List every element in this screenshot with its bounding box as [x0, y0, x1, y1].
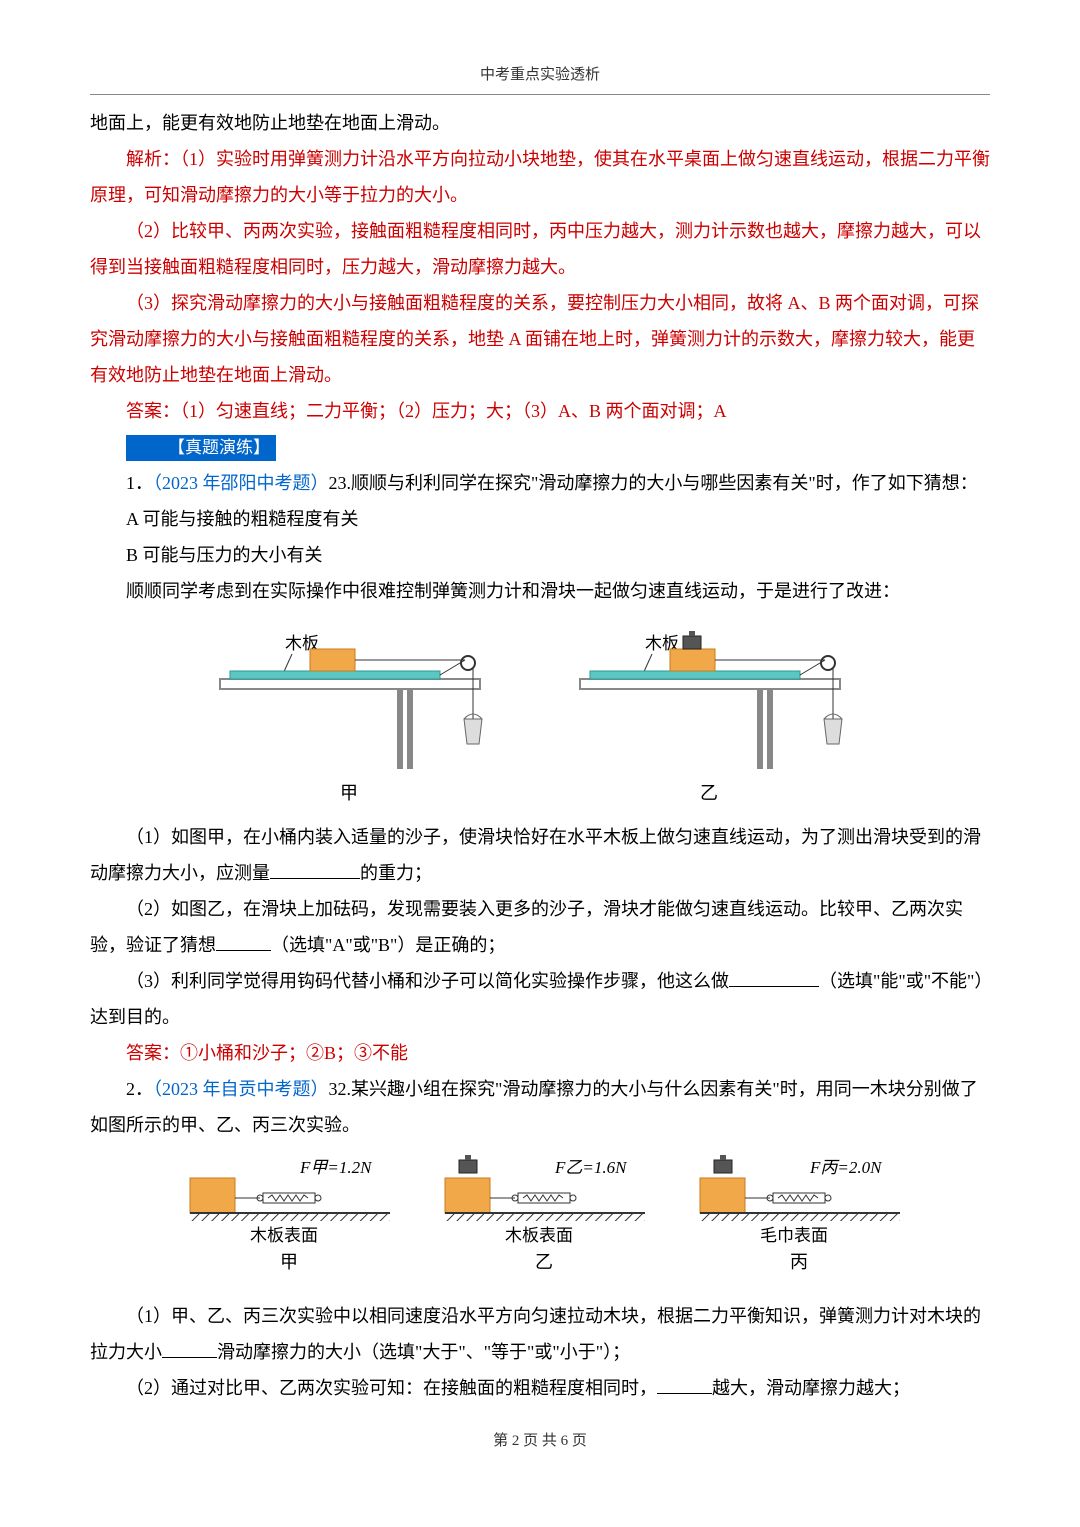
fig2-c1: 甲: [280, 1252, 298, 1272]
q1-3a: （3）利利同学觉得用钩码代替小桶和沙子可以简化实验操作步骤，他这么做: [126, 971, 729, 991]
q1-1a: （1）如图甲，在小桶内装入适量的沙子，使滑块恰好在水平木板上做匀速直线运动，为了…: [90, 827, 981, 883]
footer-text: 第 2 页 共 6 页: [493, 1433, 587, 1449]
figure-2: F甲=1.2N 木板表面 甲 F乙=1.6N 木板表面 乙 F丙=2.0N 毛巾…: [90, 1153, 990, 1288]
q1-head: 1．（2023 年邵阳中考题）23.顺顺与利利同学在探究"滑动摩擦力的大小与哪些…: [90, 465, 990, 501]
q2-2a: （2）通过对比甲、乙两次实验可知：在接触面的粗糙程度相同时，: [126, 1378, 657, 1398]
q1-sub1: （1）如图甲，在小桶内装入适量的沙子，使滑块恰好在水平木板上做匀速直线运动，为了…: [90, 819, 990, 891]
q1-body: 23.顺顺与利利同学在探究"滑动摩擦力的大小与哪些因素有关"时，作了如下猜想：: [329, 473, 978, 493]
fig2-svg: F甲=1.2N 木板表面 甲 F乙=1.6N 木板表面 乙 F丙=2.0N 毛巾…: [160, 1153, 920, 1288]
q2-1b: 滑动摩擦力的大小（选填"大于"、"等于"或"小于"）；: [217, 1342, 630, 1362]
page-header: 中考重点实验透析: [90, 60, 990, 95]
q1-ans: ①小桶和沙子；②B；③不能: [180, 1043, 408, 1063]
q1-sub3: （3）利利同学觉得用钩码代替小桶和沙子可以简化实验操作步骤，他这么做（选填"能"…: [90, 963, 990, 1035]
figure-1: 木板 甲 木板 乙: [90, 619, 990, 809]
fig1-cap-r: 乙: [700, 783, 718, 803]
q1-answer: 答案：①小桶和沙子；②B；③不能: [90, 1035, 990, 1071]
q1-ans-label: 答案：: [126, 1043, 180, 1063]
q2-head: 2．（2023 年自贡中考题）32.某兴趣小组在探究"滑动摩擦力的大小与什么因素…: [90, 1071, 990, 1143]
q1-opt-a: A 可能与接触的粗糙程度有关: [90, 501, 990, 537]
blank-3[interactable]: [729, 967, 819, 987]
para-answer: 答案：（1）匀速直线；二力平衡；（2）压力；大；（3）A、B 两个面对调；A: [90, 393, 990, 429]
para-2: （2）比较甲、丙两次实验，接触面粗糙程度相同时，丙中压力越大，测力计示数也越大，…: [90, 213, 990, 285]
q1-num: 1．: [126, 473, 153, 493]
fig2-c2: 乙: [535, 1252, 553, 1272]
q2-source: （2023 年自贡中考题）: [153, 1079, 329, 1099]
section-tag-wrap: 【真题演练】: [90, 429, 990, 465]
fig2-s1: 木板表面: [250, 1226, 318, 1245]
fig1-cap-l: 甲: [340, 783, 358, 803]
blank-2[interactable]: [216, 931, 271, 951]
q1-source: （2023 年邵阳中考题）: [153, 473, 329, 493]
q1-intro: 顺顺同学考虑到在实际操作中很难控制弹簧测力计和滑块一起做匀速直线运动，于是进行了…: [90, 573, 990, 609]
para-1: （1）实验时用弹簧测力计沿水平方向拉动小块地垫，使其在水平桌面上做匀速直线运动，…: [90, 149, 990, 205]
q2-num: 2．: [126, 1079, 153, 1099]
fig2-c3: 丙: [790, 1252, 808, 1272]
blank-4[interactable]: [162, 1338, 217, 1358]
fig2-f1: F甲=1.2N: [299, 1158, 373, 1177]
q2-2b: 越大，滑动摩擦力越大；: [712, 1378, 910, 1398]
para-analysis: 解析：（1）实验时用弹簧测力计沿水平方向拉动小块地垫，使其在水平桌面上做匀速直线…: [90, 141, 990, 213]
fig2-f2: F乙=1.6N: [554, 1158, 628, 1177]
fig1-svg: 木板 甲 木板 乙: [180, 619, 900, 809]
fig2-s2: 木板表面: [505, 1226, 573, 1245]
q2-sub2: （2）通过对比甲、乙两次实验可知：在接触面的粗糙程度相同时， 越大，滑动摩擦力越大…: [90, 1370, 990, 1406]
blank-5[interactable]: [657, 1374, 712, 1394]
page-footer: 第 2 页 共 6 页: [90, 1426, 990, 1456]
fig2-s3: 毛巾表面: [760, 1226, 828, 1245]
label-analysis: 解析：: [126, 149, 180, 169]
para-4: （1）匀速直线；二力平衡；（2）压力；大；（3）A、B 两个面对调；A: [180, 401, 727, 421]
q1-1b: 的重力；: [360, 863, 432, 883]
q2-sub1: （1）甲、乙、丙三次实验中以相同速度沿水平方向匀速拉动木块，根据二力平衡知识，弹…: [90, 1298, 990, 1370]
q1-sub2: （2）如图乙，在滑块上加砝码，发现需要装入更多的沙子，滑块才能做匀速直线运动。比…: [90, 891, 990, 963]
para-0: 地面上，能更有效地防止地垫在地面上滑动。: [90, 105, 990, 141]
q1-opt-b: B 可能与压力的大小有关: [90, 537, 990, 573]
fig2-f3: F丙=2.0N: [809, 1158, 883, 1177]
header-title: 中考重点实验透析: [480, 67, 600, 83]
label-answer: 答案：: [126, 401, 180, 421]
section-tag: 【真题演练】: [126, 435, 276, 461]
blank-1[interactable]: [270, 859, 360, 879]
para-3: （3）探究滑动摩擦力的大小与接触面粗糙程度的关系，要控制压力大小相同，故将 A、…: [90, 285, 990, 393]
q1-2b: （选填"A"或"B"）是正确的；: [271, 935, 505, 955]
